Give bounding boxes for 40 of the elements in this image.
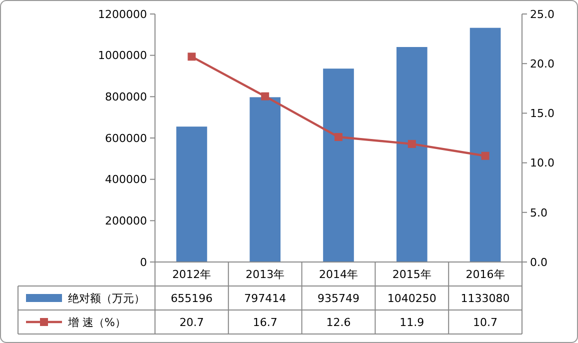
data-label: 655196	[170, 292, 213, 305]
data-label: 935749	[318, 292, 360, 305]
legend-label: 绝对额（万元）	[68, 292, 145, 305]
y2-tick-label: 0.0	[530, 256, 548, 269]
bar	[176, 126, 208, 262]
y2-tick-label: 10.0	[530, 156, 554, 170]
y-tick-label: 600000	[105, 132, 147, 145]
y2-tick-label: 15.0	[530, 107, 554, 120]
bar	[396, 47, 428, 262]
data-label: 11.9	[400, 316, 424, 329]
y-tick-label: 400000	[105, 173, 147, 186]
x-tick-label: 2014年	[319, 268, 358, 281]
legend-label: 增 速（%）	[67, 316, 126, 329]
y-tick-label: 0	[140, 256, 147, 269]
bar	[470, 28, 501, 262]
y2-tick-label: 25.0	[530, 8, 554, 21]
data-label: 12.6	[326, 316, 351, 329]
data-label: 16.7	[252, 316, 278, 329]
y2-tick-label: 20.0	[530, 57, 554, 70]
data-label: 797414	[244, 292, 286, 305]
point	[408, 140, 416, 148]
data-label: 1133080	[460, 292, 510, 305]
point	[188, 52, 196, 61]
x-tick-label: 2015年	[392, 268, 432, 281]
point	[334, 133, 342, 142]
y2-tick-label: 5.0	[530, 206, 548, 220]
y-tick-label: 1200000	[98, 8, 147, 21]
point	[481, 152, 490, 160]
point	[261, 92, 270, 100]
data-label: 20.7	[179, 316, 204, 329]
y-tick-label: 1000000	[98, 49, 147, 62]
x-tick-label: 2016年	[466, 268, 505, 281]
x-tick-label: 2012年	[172, 268, 212, 281]
y-tick-label: 200000	[105, 214, 147, 228]
x-tick-label: 2013年	[246, 268, 285, 281]
bar	[250, 97, 281, 262]
data-label: 10.7	[473, 316, 498, 329]
bar	[323, 68, 354, 262]
y-tick-label: 800000	[105, 90, 147, 104]
data-label: 1040250	[387, 292, 436, 305]
